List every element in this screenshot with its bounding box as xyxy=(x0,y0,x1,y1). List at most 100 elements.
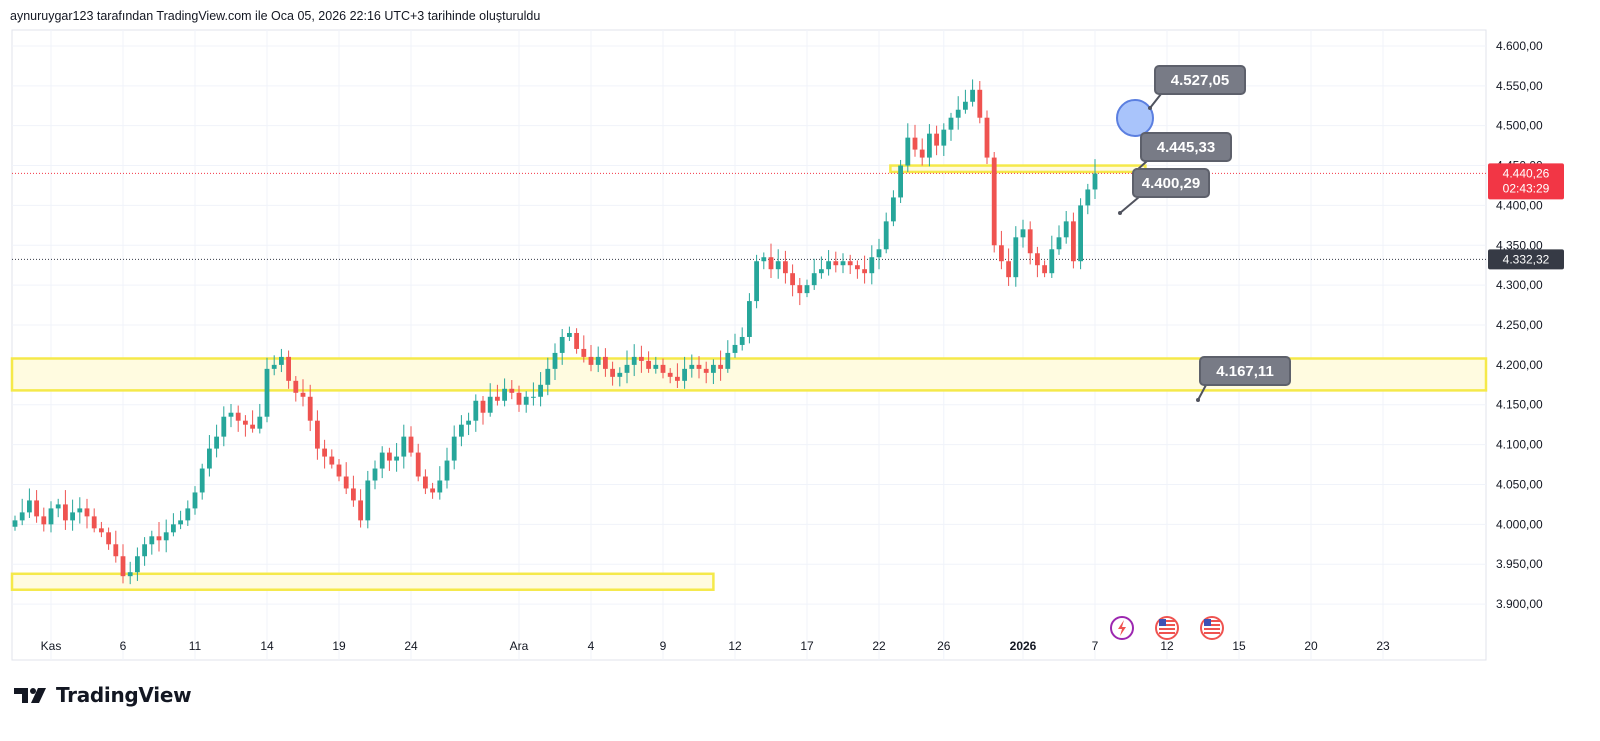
candle-body xyxy=(667,372,673,377)
flag-stripe xyxy=(1159,632,1175,634)
candle-body xyxy=(610,368,615,377)
candle-body xyxy=(315,420,320,449)
candle-body xyxy=(250,424,255,429)
current-price-tag xyxy=(1488,163,1564,200)
candle-body xyxy=(149,536,155,545)
candle-body xyxy=(487,396,493,413)
candle-body xyxy=(833,261,839,266)
candle-body xyxy=(739,336,745,345)
candle-body xyxy=(279,356,284,365)
candle-body xyxy=(91,516,97,529)
lightning-event-icon[interactable] xyxy=(1110,616,1134,640)
candle-body xyxy=(718,364,723,369)
candle-body xyxy=(142,544,147,557)
ref-price-tag-text: 4.332,32 xyxy=(1503,252,1550,266)
x-tick-label: 2026 xyxy=(1010,639,1037,653)
x-tick-label: 17 xyxy=(800,639,814,653)
us-flag-icon[interactable] xyxy=(1155,616,1179,640)
candle-body xyxy=(955,109,961,118)
candle-body xyxy=(559,336,565,353)
candle-body xyxy=(120,556,126,577)
x-tick-label: 22 xyxy=(872,639,886,653)
level-callout-1-pointer xyxy=(1149,93,1162,109)
candle-body xyxy=(617,372,623,377)
plot-frame xyxy=(11,29,1487,661)
y-tick-label: 4.150,00 xyxy=(1496,398,1543,412)
target-circle xyxy=(1116,99,1154,137)
candle-body xyxy=(243,420,248,425)
candle-body xyxy=(826,261,831,270)
candle-body xyxy=(480,400,486,413)
candle-body xyxy=(516,392,522,405)
y-tick-label: 4.300,00 xyxy=(1496,278,1543,292)
candle-body xyxy=(401,436,407,457)
y-tick-label: 4.350,00 xyxy=(1496,238,1543,252)
candle-body xyxy=(1071,221,1076,262)
candle-body xyxy=(444,460,450,481)
candle-body xyxy=(408,436,414,453)
candle-body xyxy=(1042,265,1047,274)
candle-body xyxy=(106,532,111,545)
candle-body xyxy=(855,265,860,270)
level-callout-3-anchor xyxy=(1118,211,1122,215)
candle-body xyxy=(934,133,939,146)
candle-body xyxy=(459,424,464,437)
tradingview-logo-icon xyxy=(14,688,46,703)
x-tick-label: 14 xyxy=(260,639,274,653)
level-callout-1 xyxy=(1154,65,1246,95)
y-tick-label: 4.000,00 xyxy=(1496,517,1543,531)
candle-body xyxy=(257,416,263,429)
level-callout-3-text: 4.400,29 xyxy=(1142,175,1200,192)
candle-body xyxy=(473,400,479,421)
candle-body xyxy=(905,137,911,166)
candle-body xyxy=(790,273,795,286)
candle-body xyxy=(451,436,457,461)
candle-body xyxy=(639,356,644,361)
candle-body xyxy=(963,101,968,110)
y-tick-label: 4.550,00 xyxy=(1496,79,1543,93)
candle-body xyxy=(135,556,140,573)
candle-body xyxy=(1056,237,1062,250)
candle-body xyxy=(163,532,169,541)
candle-body xyxy=(365,480,371,521)
level-callout-4-anchor xyxy=(1196,398,1200,402)
y-tick-label: 4.400,00 xyxy=(1496,198,1543,212)
candle-body xyxy=(336,464,342,477)
candle-body xyxy=(127,572,133,577)
x-tick-label: Kas xyxy=(41,639,62,653)
y-tick-label: 4.600,00 xyxy=(1496,39,1543,53)
candle-body xyxy=(977,89,983,118)
candle-body xyxy=(41,516,47,525)
lightning-bolt xyxy=(1118,620,1126,636)
y-tick-label: 4.050,00 xyxy=(1496,477,1543,491)
candle-body xyxy=(732,344,738,353)
candle-body xyxy=(984,117,990,158)
candle-body xyxy=(379,452,385,469)
candle-body xyxy=(538,384,543,397)
candle-body xyxy=(502,388,507,401)
x-tick-label: 6 xyxy=(120,639,127,653)
candle-body xyxy=(322,448,327,457)
y-tick-label: 4.100,00 xyxy=(1496,438,1543,452)
level-callout-4 xyxy=(1199,356,1291,386)
candle-body xyxy=(1006,261,1011,278)
candle-body xyxy=(214,436,219,449)
candle-body xyxy=(862,269,867,274)
candle-body xyxy=(300,392,306,397)
candle-body xyxy=(574,332,579,349)
candle-body xyxy=(847,261,853,266)
candle-body xyxy=(819,269,824,274)
candle-body xyxy=(999,245,1004,262)
candle-body xyxy=(761,257,767,262)
candle-body xyxy=(34,500,39,517)
candles xyxy=(12,79,1098,585)
candle-body xyxy=(869,257,875,274)
x-tick-label: 24 xyxy=(404,639,418,653)
candle-body xyxy=(235,412,241,421)
us-flag-icon[interactable] xyxy=(1200,616,1224,640)
candle-body xyxy=(77,508,83,513)
flag-stripe xyxy=(1204,632,1220,634)
flag-stripe xyxy=(1159,620,1175,622)
tradingview-logo[interactable]: TradingView xyxy=(14,683,192,707)
